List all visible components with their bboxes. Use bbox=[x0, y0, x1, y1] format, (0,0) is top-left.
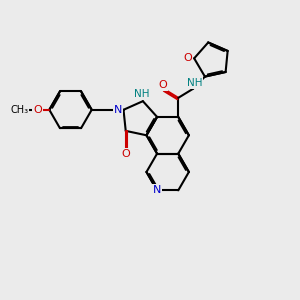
Text: O: O bbox=[122, 149, 130, 159]
Text: O: O bbox=[159, 80, 168, 90]
Text: N: N bbox=[153, 185, 161, 195]
Text: O: O bbox=[33, 105, 42, 115]
Text: NH: NH bbox=[134, 89, 149, 99]
Text: O: O bbox=[183, 53, 192, 63]
Text: NH: NH bbox=[187, 78, 202, 88]
Text: CH₃: CH₃ bbox=[11, 105, 29, 115]
Text: N: N bbox=[114, 105, 122, 115]
